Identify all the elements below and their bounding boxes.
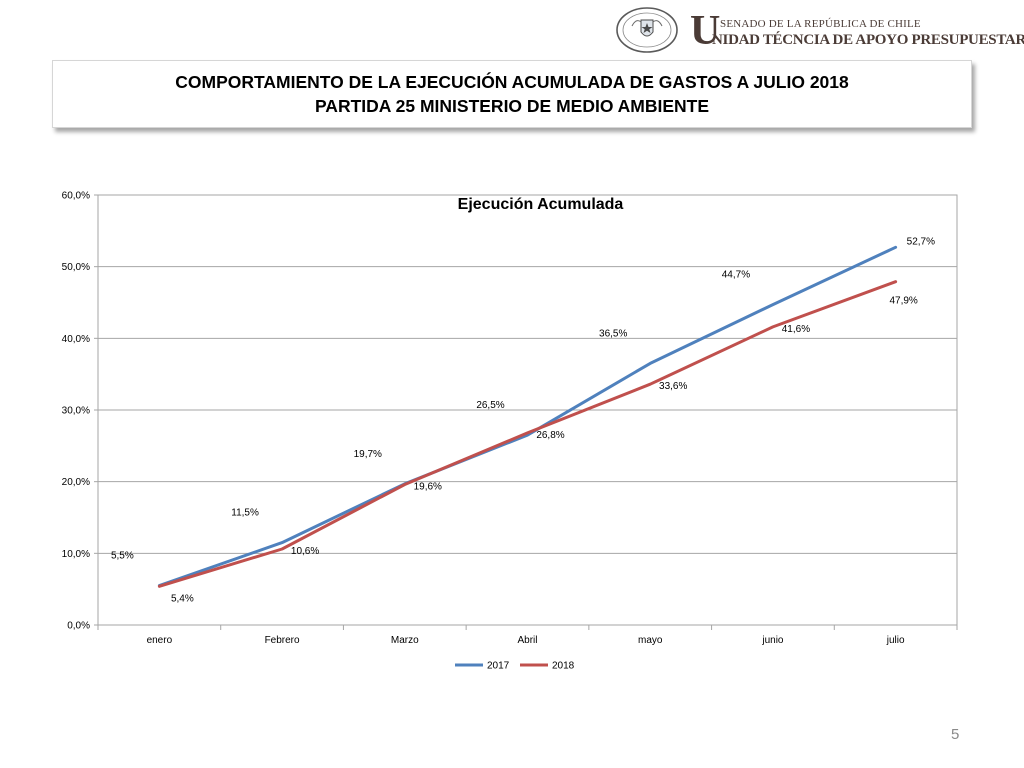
slide-title-line-2: PARTIDA 25 MINISTERIO DE MEDIO AMBIENTE	[314, 96, 710, 116]
legend-label-2018: 2018	[552, 661, 575, 672]
data-label-2018: 33,6%	[659, 381, 687, 392]
x-tick-label: enero	[147, 635, 173, 646]
header-logo-letter: U	[690, 8, 721, 54]
y-tick-label: 0,0%	[67, 621, 90, 632]
y-tick-label: 60,0%	[62, 191, 90, 202]
series-line-2018	[157, 280, 898, 588]
header-unit-name: NIDAD TÉCNCIA DE APOYO PRESUPUESTARIO	[712, 32, 1024, 48]
y-tick-label: 30,0%	[62, 406, 90, 417]
legend-label-2017: 2017	[487, 661, 510, 672]
data-label-2017: 52,7%	[907, 236, 935, 247]
series-line-2017	[157, 245, 898, 588]
data-label-2017: 11,5%	[231, 508, 259, 519]
header-institution-name: SENADO DE LA REPÚBLICA DE CHILE	[720, 18, 921, 30]
slide-title-box: COMPORTAMIENTO DE LA EJECUCIÓN ACUMULADA…	[52, 60, 972, 128]
data-label-2018: 5,4%	[171, 593, 194, 604]
page-number: 5	[951, 726, 960, 743]
data-label-2017: 44,7%	[722, 270, 750, 281]
y-tick-label: 20,0%	[62, 477, 90, 488]
data-label-2017: 36,5%	[599, 328, 627, 339]
x-tick-label: junio	[761, 635, 784, 646]
data-label-2018: 10,6%	[291, 546, 319, 557]
y-tick-label: 40,0%	[62, 334, 90, 345]
data-label-2018: 26,8%	[536, 430, 564, 441]
data-label-2017: 19,7%	[354, 449, 382, 460]
chart-title: Ejecución Acumulada	[458, 196, 624, 213]
senado-seal-icon	[616, 7, 678, 53]
data-label-2017: 5,5%	[111, 551, 134, 562]
x-tick-label: Abril	[517, 635, 537, 646]
y-tick-label: 10,0%	[62, 549, 90, 560]
slide-title-line-1: COMPORTAMIENTO DE LA EJECUCIÓN ACUMULADA…	[175, 72, 849, 92]
data-label-2017: 26,5%	[476, 400, 504, 411]
x-tick-label: Marzo	[391, 635, 419, 646]
data-label-2018: 41,6%	[782, 324, 810, 335]
y-tick-label: 50,0%	[62, 262, 90, 273]
x-tick-label: mayo	[638, 635, 663, 646]
data-label-2018: 19,6%	[414, 482, 442, 493]
x-tick-label: Febrero	[265, 635, 300, 646]
x-tick-label: julio	[886, 635, 905, 646]
data-label-2018: 47,9%	[889, 296, 917, 307]
